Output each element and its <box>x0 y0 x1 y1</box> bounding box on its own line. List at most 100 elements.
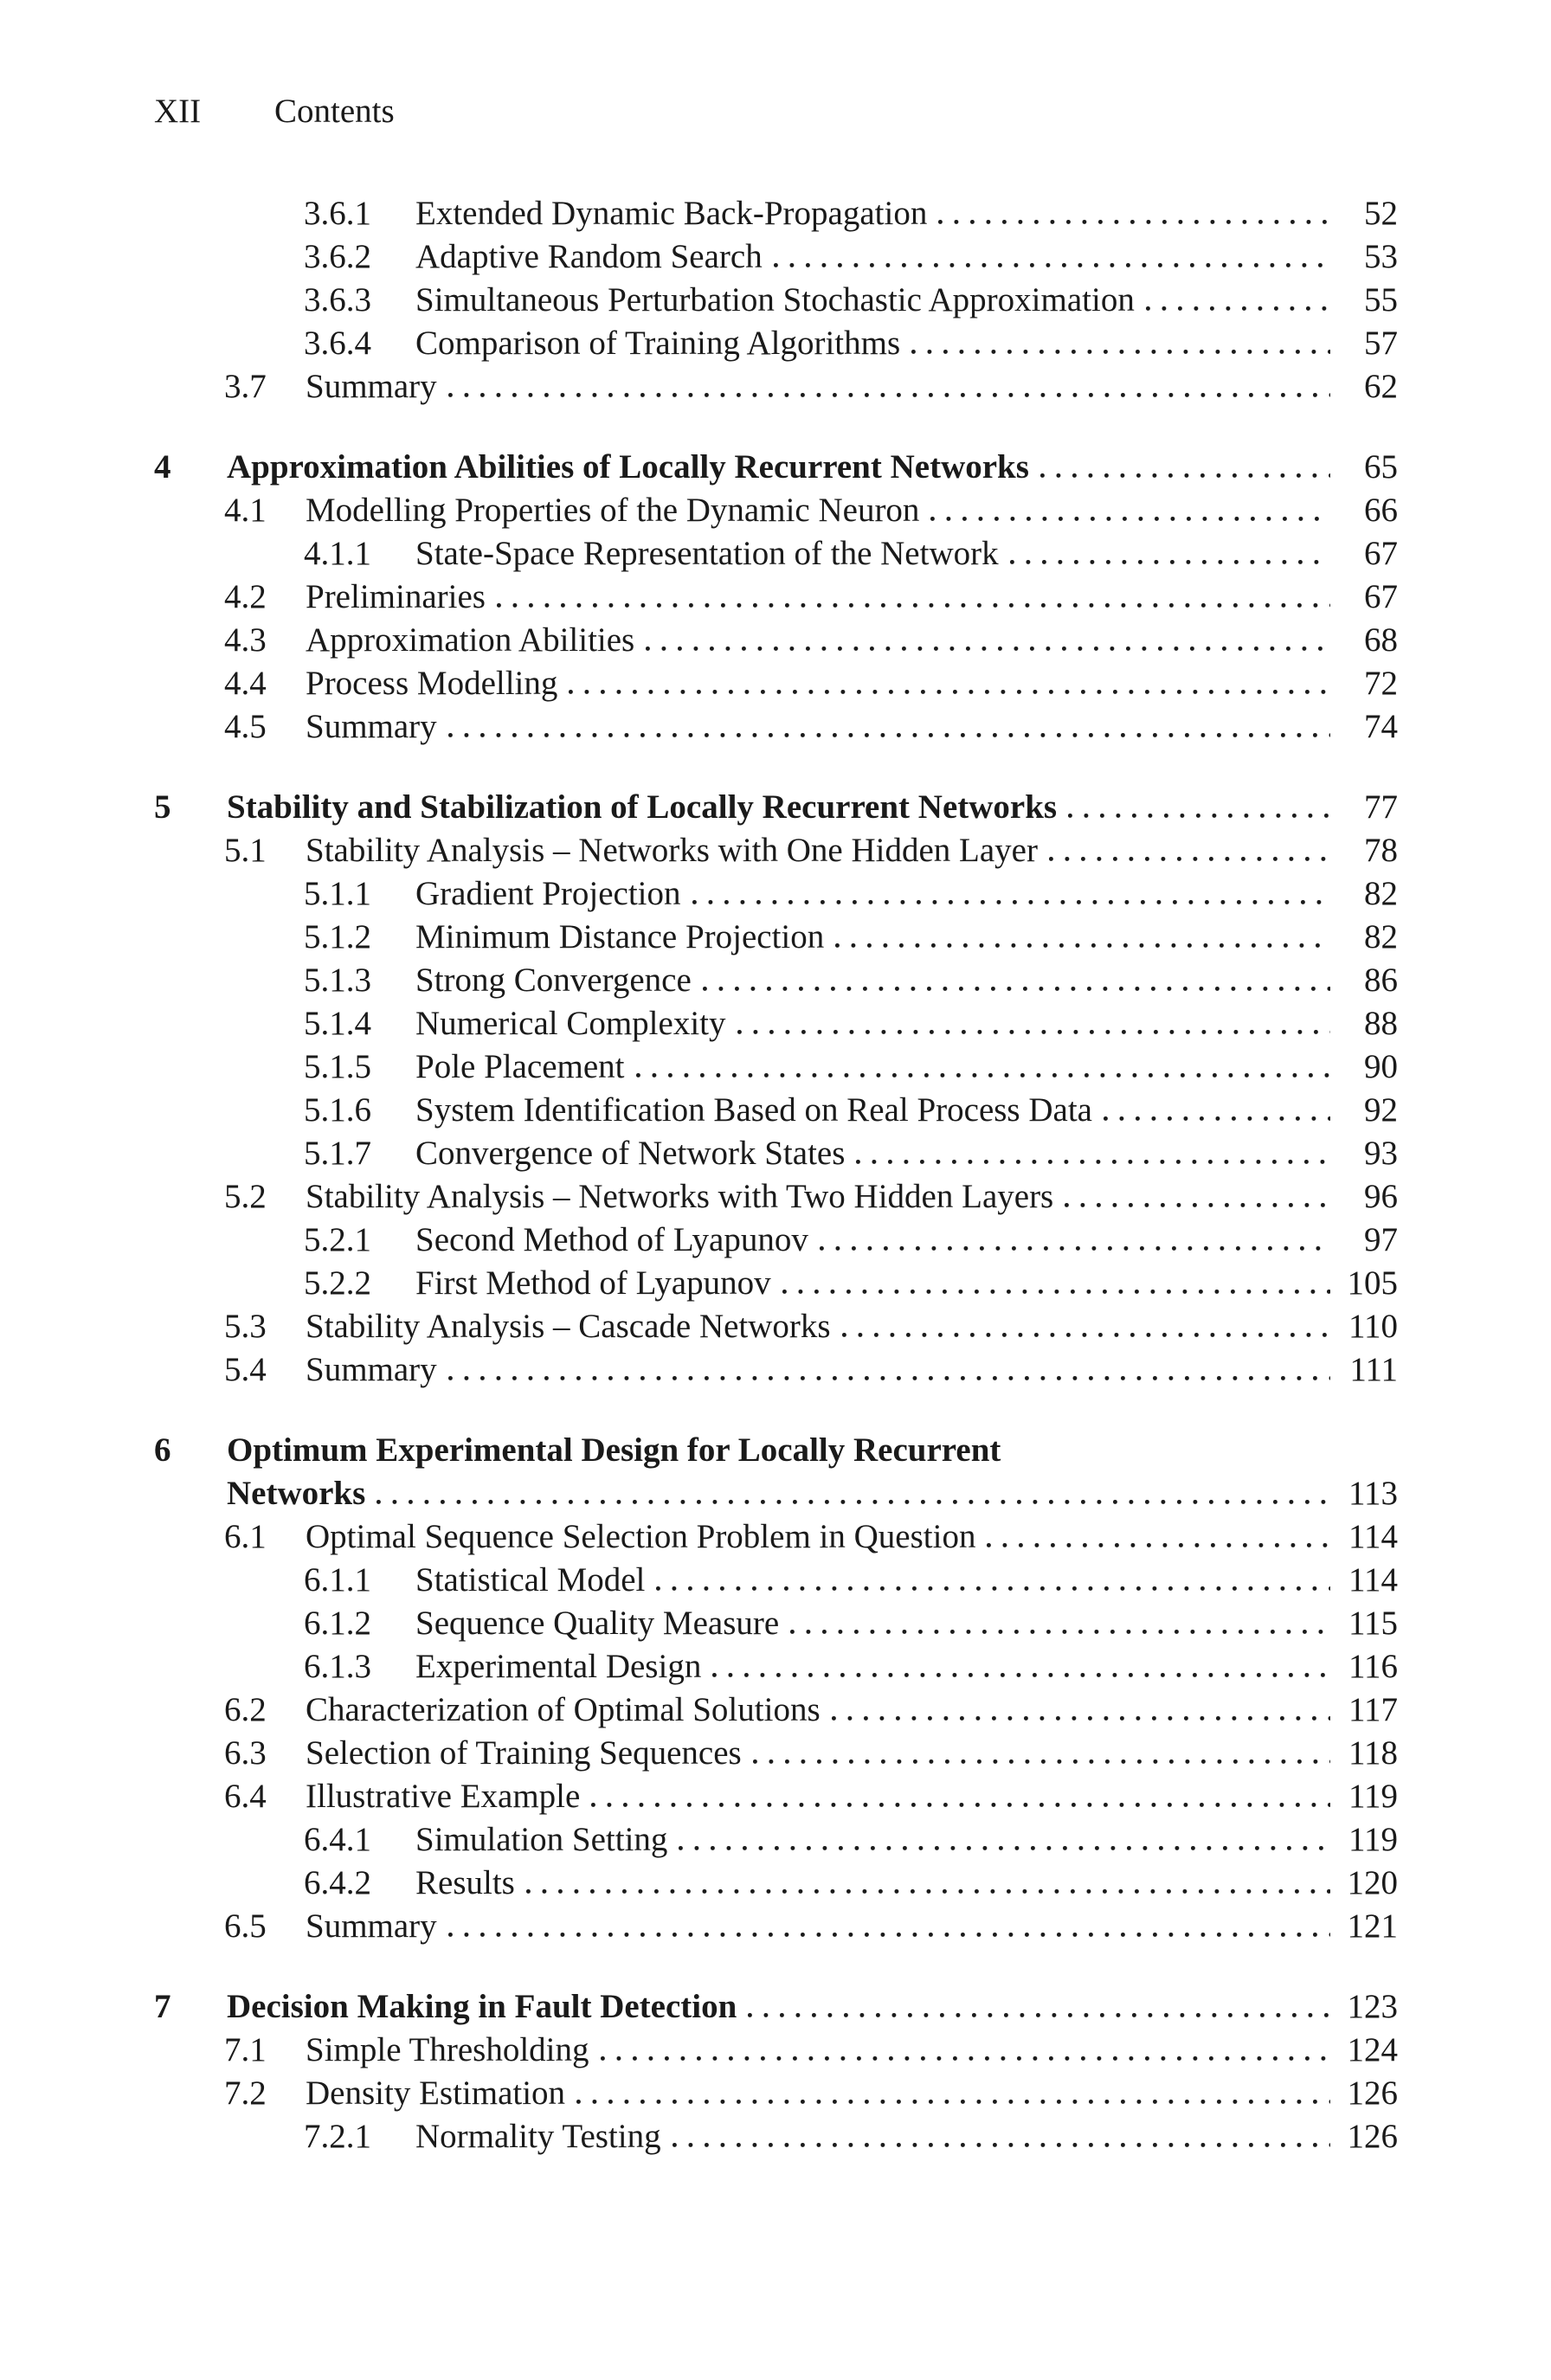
dot-leader <box>447 393 1330 397</box>
dot-leader <box>646 646 1330 651</box>
toc-entry: 6.4.1 Simulation Setting 119 <box>154 1818 1398 1862</box>
entry-number: 5 <box>154 788 171 826</box>
dot-leader <box>447 1933 1330 1937</box>
entry-title: Extended Dynamic Back-Propagation <box>415 195 928 232</box>
toc-entry: 4.1 Modelling Properties of the Dynamic … <box>154 489 1398 532</box>
entry-number: 5.1.6 <box>304 1091 371 1129</box>
entry-page-number: 74 <box>1364 708 1398 745</box>
entry-page-number: 93 <box>1364 1135 1398 1172</box>
entry-page-number: 110 <box>1348 1308 1398 1345</box>
entry-page-number: 126 <box>1347 2074 1399 2112</box>
dot-leader <box>635 1073 1330 1077</box>
entry-number: 5.2 <box>224 1178 267 1215</box>
dot-leader <box>496 603 1330 608</box>
entry-page-number: 105 <box>1347 1264 1399 1302</box>
entry-page-number: 68 <box>1364 621 1398 659</box>
dot-leader <box>1103 1116 1330 1121</box>
dot-leader <box>831 1716 1330 1721</box>
entry-title: Stability Analysis – Cascade Networks <box>306 1308 831 1345</box>
dot-leader <box>692 900 1330 904</box>
toc-entry: 5.2.2 First Method of Lyapunov 105 <box>154 1262 1398 1305</box>
entry-number: 5.1.2 <box>304 918 371 955</box>
entry-title: Simulation Setting <box>415 1821 668 1858</box>
toc-entry: 4.1.1 State-Space Representation of the … <box>154 532 1398 576</box>
toc-entry: 5.1.2 Minimum Distance Projection 82 <box>154 916 1398 959</box>
toc-entry: 6.1.1 Statistical Model 114 <box>154 1559 1398 1602</box>
toc-entry: 4.2 Preliminaries 67 <box>154 576 1398 619</box>
entry-number: 5.3 <box>224 1308 267 1345</box>
entry-page-number: 82 <box>1364 875 1398 912</box>
dot-leader <box>679 1846 1330 1850</box>
dot-leader <box>447 1376 1330 1380</box>
dot-leader <box>1039 473 1330 478</box>
entry-title: Simple Thresholding <box>306 2031 589 2068</box>
entry-number: 4.1.1 <box>304 535 371 572</box>
dot-leader <box>1009 560 1330 564</box>
dot-leader <box>930 517 1330 521</box>
entry-number: 3.6.2 <box>304 238 371 275</box>
entry-title: Approximation Abilities of Locally Recur… <box>227 448 1029 486</box>
toc-entry: 7.1 Simple Thresholding 124 <box>154 2029 1398 2072</box>
toc-entry: 5.1 Stability Analysis – Networks with O… <box>154 829 1398 872</box>
entry-number: 6.4 <box>224 1778 267 1815</box>
entry-page-number: 124 <box>1347 2031 1399 2068</box>
entry-number: 6.3 <box>224 1734 267 1772</box>
toc-entry: 3.6.3 Simultaneous Perturbation Stochast… <box>154 279 1398 322</box>
toc-entry: 7 Decision Making in Fault Detection 123 <box>154 1985 1398 2029</box>
dot-leader <box>748 2013 1330 2017</box>
toc-entry: 6.1.3 Experimental Design 116 <box>154 1645 1398 1689</box>
dot-leader <box>702 987 1330 991</box>
entry-page-number: 52 <box>1364 195 1398 232</box>
toc-entry: 4.5 Summary 74 <box>154 705 1398 749</box>
entry-number: 5.2.1 <box>304 1221 371 1258</box>
toc-entry: 6.2 Characterization of Optimal Solution… <box>154 1689 1398 1732</box>
toc-entry: 7.2.1 Normality Testing 126 <box>154 2115 1398 2158</box>
entry-page-number: 114 <box>1348 1518 1398 1555</box>
entry-number: 4.2 <box>224 578 267 615</box>
entry-number: 6.5 <box>224 1907 267 1945</box>
running-head-title: Contents <box>274 93 395 130</box>
entry-page-number: 67 <box>1364 578 1398 615</box>
page-header: XII Contents <box>154 90 395 133</box>
entry-title: Selection of Training Sequences <box>306 1734 742 1772</box>
dot-leader <box>376 1500 1330 1504</box>
entry-page-number: 113 <box>1348 1475 1398 1512</box>
entry-title: Simultaneous Perturbation Stochastic App… <box>415 281 1135 318</box>
toc-entry: 5.1.6 System Identification Based on Rea… <box>154 1089 1398 1132</box>
entry-number: 7 <box>154 1988 171 2025</box>
entry-title: Optimal Sequence Selection Problem in Qu… <box>306 1518 976 1555</box>
entry-title: Strong Convergence <box>415 962 692 999</box>
entry-title: Optimum Experimental Design for Locally … <box>227 1431 1001 1469</box>
entry-number: 6.4.1 <box>304 1821 371 1858</box>
toc-entry: 3.6.2 Adaptive Random Search 53 <box>154 235 1398 279</box>
toc-entry: 4 Approximation Abilities of Locally Rec… <box>154 446 1398 489</box>
entry-number: 4.5 <box>224 708 267 745</box>
entry-title: Networks <box>227 1475 366 1512</box>
entry-number: 6.1.2 <box>304 1605 371 1642</box>
dot-leader <box>591 1803 1330 1807</box>
folio-page-number: XII <box>154 93 202 130</box>
entry-title: Second Method of Lyapunov <box>415 1221 808 1258</box>
entry-number: 5.1.5 <box>304 1048 371 1085</box>
entry-title: Experimental Design <box>415 1648 702 1685</box>
entry-number: 6.1.1 <box>304 1561 371 1598</box>
entry-page-number: 72 <box>1364 665 1398 702</box>
entry-page-number: 92 <box>1364 1091 1398 1129</box>
dot-leader <box>782 1290 1330 1294</box>
toc-entry: Networks 113 <box>154 1472 1398 1515</box>
entry-title: Results <box>415 1864 515 1901</box>
entry-title: Numerical Complexity <box>415 1005 726 1042</box>
dot-leader <box>569 690 1330 694</box>
entry-page-number: 57 <box>1364 325 1398 362</box>
toc-entry: 3.6.1 Extended Dynamic Back-Propagation … <box>154 192 1398 235</box>
entry-number: 4 <box>154 448 171 486</box>
entry-page-number: 123 <box>1347 1988 1399 2025</box>
dot-leader <box>1048 857 1330 861</box>
entry-number: 5.1.3 <box>304 962 371 999</box>
entry-number: 4.1 <box>224 492 267 529</box>
toc-entry: 5.1.4 Numerical Complexity 88 <box>154 1002 1398 1045</box>
toc-entry: 5.2 Stability Analysis – Networks with T… <box>154 1175 1398 1219</box>
entry-page-number: 53 <box>1364 238 1398 275</box>
dot-leader <box>938 220 1330 224</box>
entry-title: Minimum Distance Projection <box>415 918 825 955</box>
